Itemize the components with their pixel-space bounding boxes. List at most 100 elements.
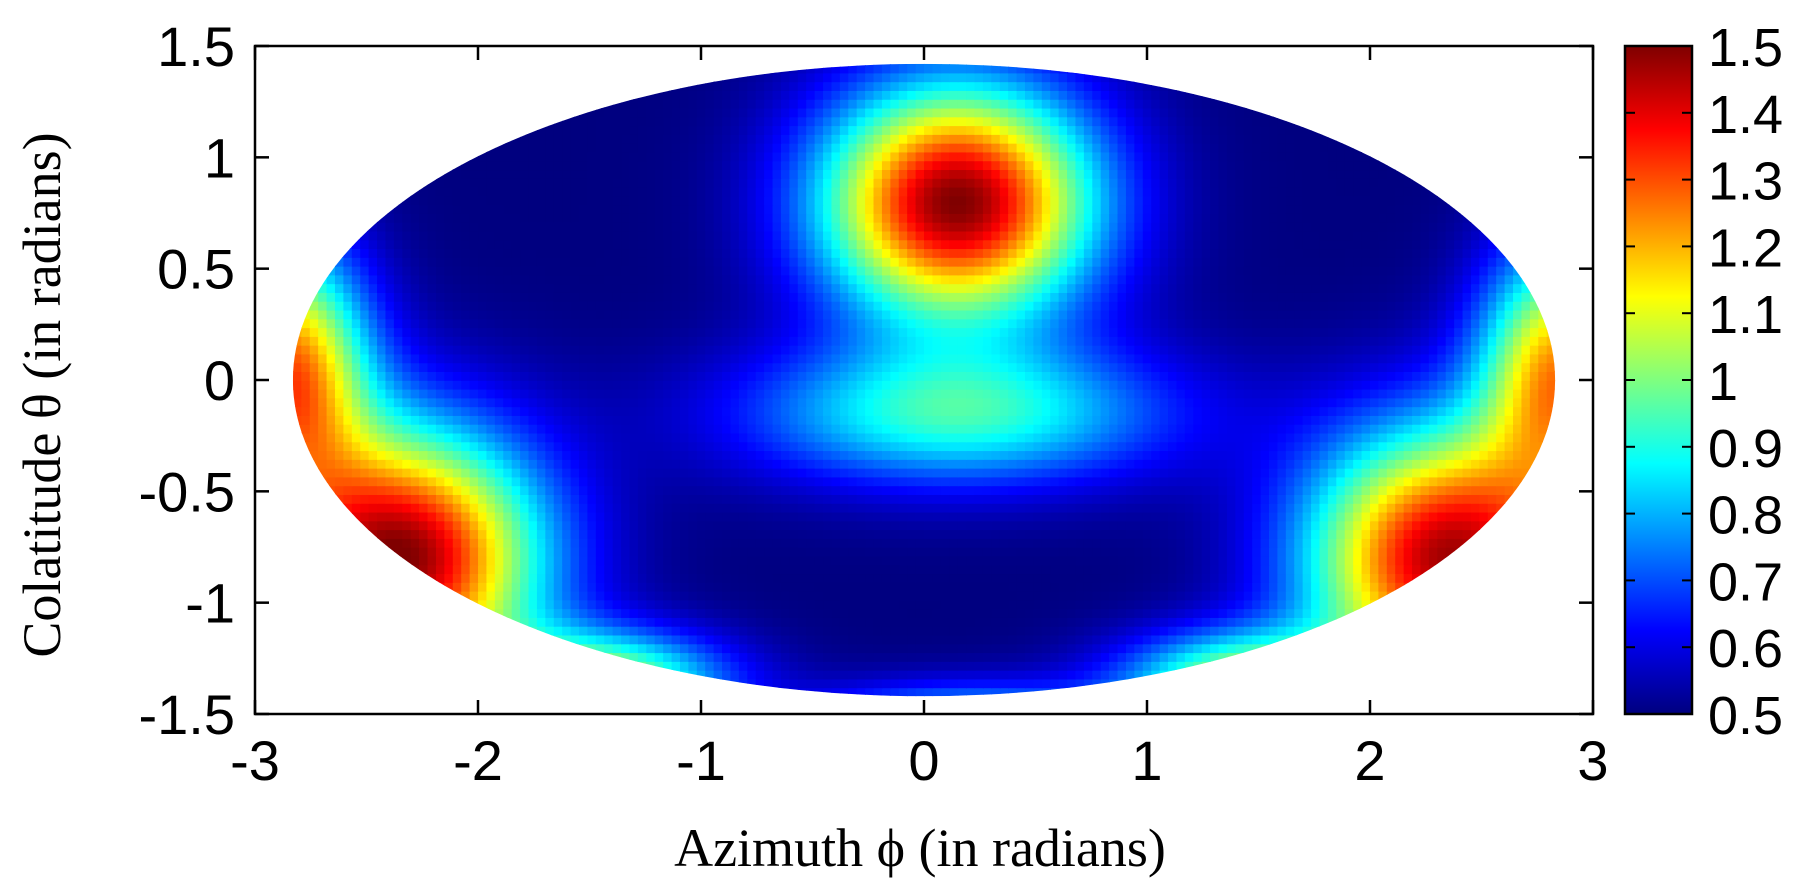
heatmap-cell <box>1529 555 1540 566</box>
heatmap-cell <box>1454 617 1464 627</box>
heatmap-cell <box>1176 406 1186 416</box>
heatmap-cell <box>1067 564 1077 575</box>
heatmap-cell <box>587 625 597 636</box>
heatmap-cell <box>318 687 328 697</box>
heatmap-cell <box>1327 459 1338 469</box>
heatmap-cell <box>301 459 311 469</box>
heatmap-cell <box>755 661 765 671</box>
heatmap-cell <box>814 546 824 557</box>
heatmap-cell <box>1159 415 1169 425</box>
heatmap-cell <box>309 564 319 575</box>
heatmap-cell <box>1243 511 1253 522</box>
heatmap-cell <box>536 511 547 522</box>
heatmap-cell <box>1210 406 1220 416</box>
heatmap-cell <box>1201 564 1211 575</box>
heatmap-cell <box>924 634 934 645</box>
heatmap-cell <box>562 608 572 618</box>
heatmap-cell <box>713 608 723 618</box>
heatmap-cell <box>1302 590 1312 601</box>
heatmap-cell <box>881 415 892 425</box>
heatmap-cell <box>377 494 387 504</box>
heatmap-cell <box>671 423 681 434</box>
heatmap-cell <box>1067 459 1077 469</box>
heatmap-cell <box>1058 494 1068 504</box>
heatmap-cell <box>528 661 538 671</box>
heatmap-cell <box>528 643 538 654</box>
heatmap-cell <box>1386 476 1397 487</box>
heatmap-cell <box>292 406 303 416</box>
heatmap-cell <box>1252 546 1262 557</box>
heatmap-cell <box>755 564 765 575</box>
heatmap-cell <box>705 459 715 469</box>
heatmap-cell <box>1193 406 1203 416</box>
heatmap-cell <box>637 573 648 583</box>
heatmap-cell <box>806 652 816 662</box>
heatmap-cell <box>957 459 967 469</box>
heatmap-cell <box>949 415 959 425</box>
heatmap-cell <box>393 564 404 575</box>
heatmap-cell <box>814 678 824 689</box>
heatmap-cell <box>1008 432 1018 443</box>
heatmap-cell <box>1513 564 1523 575</box>
heatmap-cell <box>713 599 723 610</box>
heatmap-cell <box>1016 582 1026 592</box>
heatmap-cell <box>1344 634 1354 645</box>
heatmap-cell <box>1529 476 1540 487</box>
heatmap-cell <box>494 476 505 487</box>
heatmap-cell <box>1226 599 1237 610</box>
heatmap-cell <box>368 661 378 671</box>
heatmap-cell <box>595 573 606 583</box>
heatmap-cell <box>679 652 690 662</box>
heatmap-cell <box>890 450 900 460</box>
heatmap-cell <box>907 608 917 618</box>
heatmap-cell <box>1134 520 1144 531</box>
heatmap-cell <box>1294 502 1304 513</box>
heatmap-cell <box>1184 661 1195 671</box>
heatmap-cell <box>1311 459 1321 469</box>
heatmap-cell <box>839 643 850 654</box>
heatmap-cell <box>764 687 774 697</box>
heatmap-cell <box>755 423 765 434</box>
heatmap-cell <box>629 432 639 443</box>
heatmap-cell <box>1218 485 1228 495</box>
heatmap-cell <box>595 546 606 557</box>
heatmap-cell <box>1151 415 1161 425</box>
heatmap-cell <box>780 573 791 583</box>
heatmap-cell <box>292 476 303 487</box>
heatmap-cell <box>520 582 530 592</box>
heatmap-cell <box>1226 669 1237 680</box>
heatmap-cell <box>461 652 471 662</box>
heatmap-cell <box>772 406 782 416</box>
heatmap-cell <box>1109 634 1119 645</box>
heatmap-cell <box>1168 432 1178 443</box>
heatmap-cell <box>1428 599 1439 610</box>
heatmap-cell <box>612 643 622 654</box>
heatmap-cell <box>309 599 319 610</box>
heatmap-cell <box>1125 450 1136 460</box>
heatmap-cell <box>292 669 303 680</box>
heatmap-cell <box>1319 625 1329 636</box>
heatmap-cell <box>974 441 984 452</box>
heatmap-cell <box>1168 564 1178 575</box>
heatmap-cell <box>393 459 404 469</box>
heatmap-cell <box>949 485 959 495</box>
heatmap-cell <box>478 564 488 575</box>
heatmap-cell <box>309 520 319 531</box>
heatmap-cell <box>1277 564 1287 575</box>
heatmap-cell <box>545 643 555 654</box>
heatmap-cell <box>637 459 648 469</box>
heatmap-cell <box>1336 520 1346 531</box>
heatmap-cell <box>343 520 353 531</box>
heatmap-cell <box>814 476 824 487</box>
heatmap-cell <box>587 423 597 434</box>
heatmap-cell <box>1226 529 1237 539</box>
heatmap-cell <box>309 555 319 566</box>
heatmap-cell <box>1378 546 1388 557</box>
heatmap-cell <box>806 625 816 636</box>
heatmap-cell <box>469 529 479 539</box>
heatmap-cell <box>1470 669 1481 680</box>
heatmap-cell <box>410 582 420 592</box>
heatmap-cell <box>612 669 622 680</box>
heatmap-cell <box>562 582 572 592</box>
heatmap-cell <box>1327 643 1338 654</box>
